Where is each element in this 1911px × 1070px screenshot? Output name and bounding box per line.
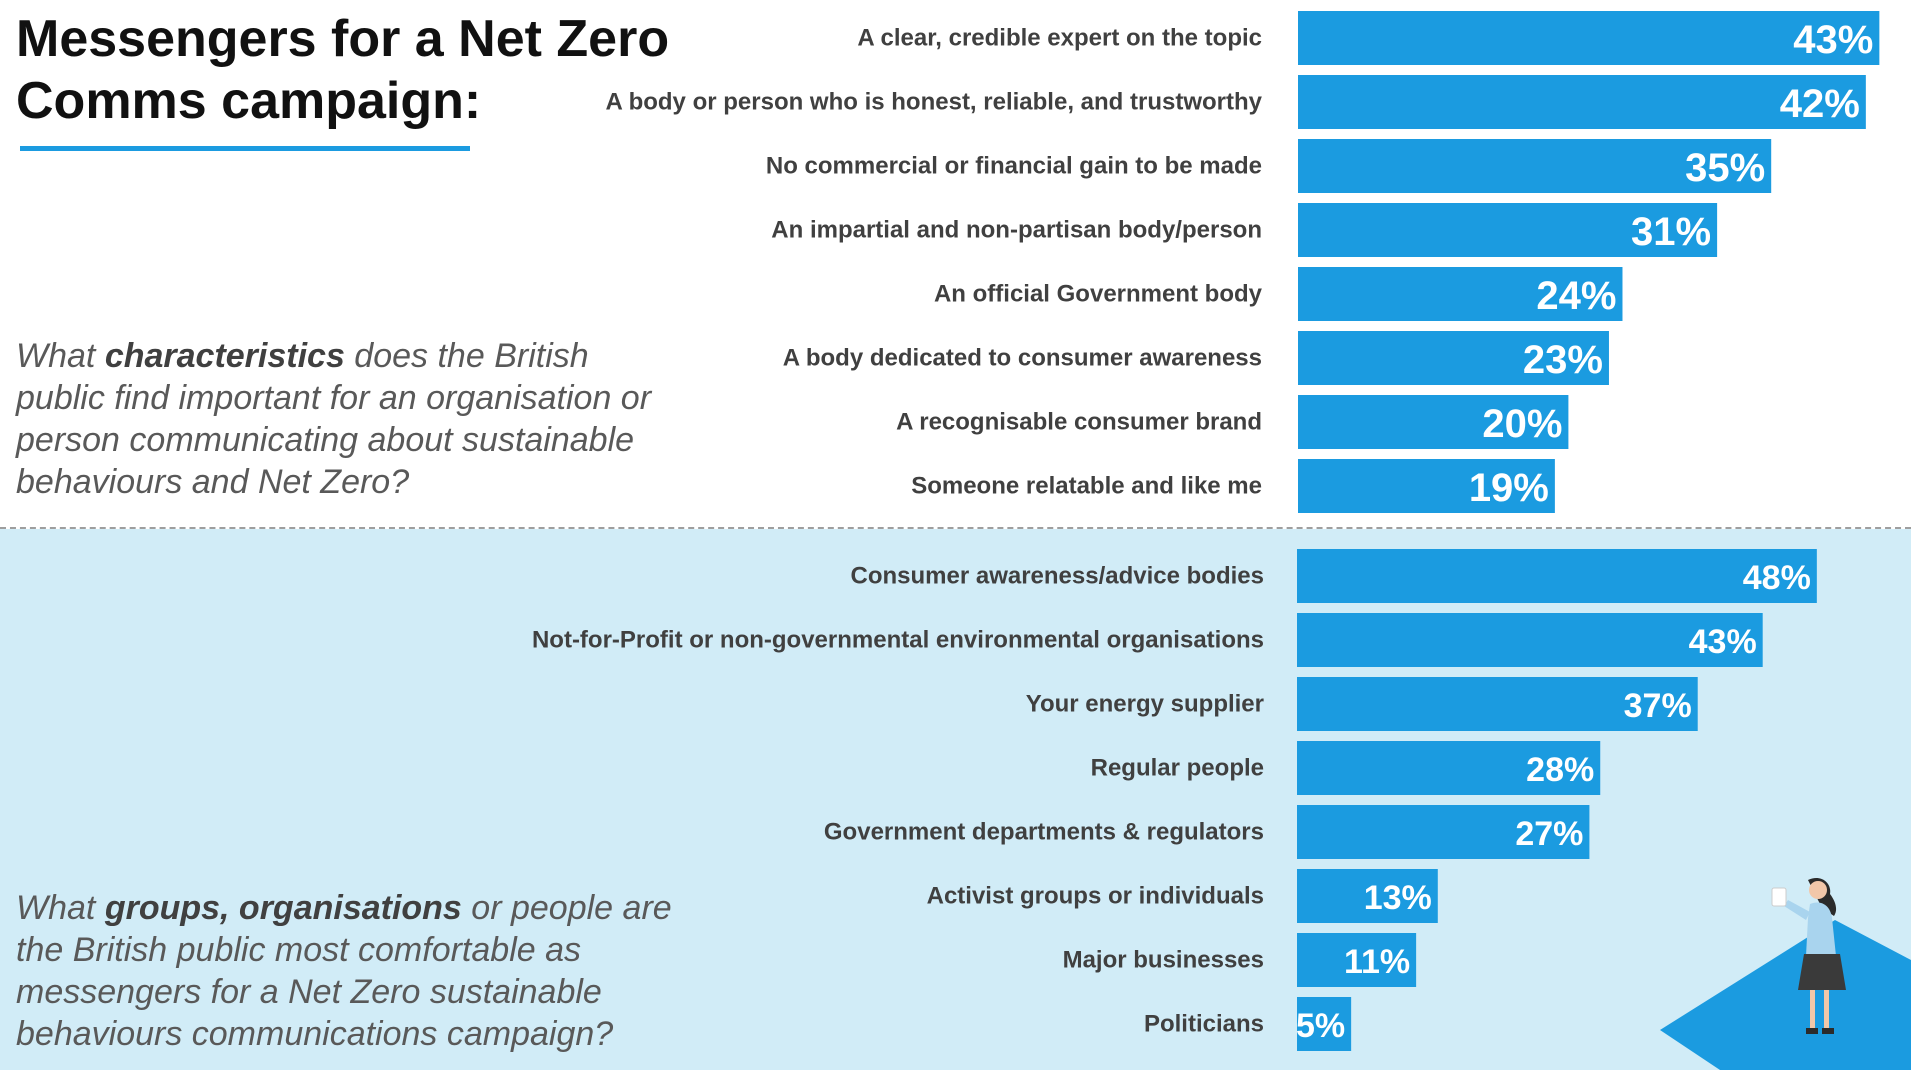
bar (1298, 11, 1880, 65)
value-label: 27% (1515, 815, 1583, 853)
question-groups-post: or people are the British public most co… (16, 889, 672, 1053)
value-label: 19% (1469, 466, 1549, 510)
question-characteristics: What characteristics does the British pu… (16, 335, 686, 503)
question-groups-emphasis: groups, organisations (104, 889, 462, 927)
question-characteristics-post: does the British public find important f… (16, 337, 652, 501)
category-label: A body or person who is honest, reliable… (605, 89, 1262, 116)
value-label: 43% (1689, 623, 1757, 661)
value-label: 48% (1743, 559, 1811, 597)
value-label: 11% (1344, 943, 1410, 981)
bar (1298, 203, 1718, 257)
value-label: 31% (1631, 210, 1711, 254)
value-label: 43% (1793, 18, 1873, 62)
bar (1298, 459, 1555, 513)
woman-figure (1771, 877, 1846, 1034)
category-label: A recognisable consumer brand (896, 409, 1262, 436)
category-label: A body dedicated to consumer awareness (783, 345, 1262, 372)
bar (1298, 395, 1569, 449)
bar (1297, 869, 1438, 923)
category-label: Activist groups or individuals (927, 883, 1264, 910)
category-label: Government departments & regulators (824, 819, 1264, 846)
category-label: Someone relatable and like me (911, 473, 1262, 500)
bar (1297, 613, 1763, 667)
bar (1298, 139, 1772, 193)
bar (1297, 741, 1601, 795)
bar (1297, 997, 1352, 1051)
bar (1297, 933, 1417, 987)
illustration-platform (1660, 920, 1911, 1070)
presenter-illustration (1660, 877, 1911, 1070)
page-title: Messengers for a Net Zero Comms campaign… (16, 10, 670, 130)
bar (1297, 805, 1590, 859)
value-label: 13% (1364, 879, 1432, 917)
question-groups-pre: What (16, 889, 105, 927)
value-label: 5% (1296, 1007, 1345, 1045)
category-label: Your energy supplier (1026, 691, 1264, 718)
category-label: No commercial or financial gain to be ma… (766, 153, 1262, 180)
value-label: 23% (1523, 338, 1603, 382)
value-label: 20% (1482, 402, 1562, 446)
category-label: A clear, credible expert on the topic (857, 25, 1262, 52)
question-characteristics-emphasis: characteristics (104, 337, 345, 375)
bar (1298, 75, 1866, 129)
bar (1298, 267, 1623, 321)
category-label: Major businesses (1063, 947, 1264, 974)
bar (1297, 677, 1698, 731)
value-label: 24% (1536, 274, 1616, 318)
characteristics-chart: A clear, credible expert on the topic 43%… (605, 11, 1880, 513)
category-label: Not-for-Profit or non-governmental envir… (532, 627, 1264, 654)
value-label: 42% (1780, 82, 1860, 126)
category-label: Consumer awareness/advice bodies (850, 563, 1264, 590)
category-label: Politicians (1144, 1011, 1264, 1038)
category-label: An impartial and non-partisan body/perso… (771, 217, 1262, 244)
value-label: 37% (1624, 687, 1692, 725)
bar (1298, 331, 1609, 385)
question-characteristics-pre: What (16, 337, 105, 375)
category-label: An official Government body (934, 281, 1263, 308)
category-label: Regular people (1091, 755, 1264, 782)
title-underline (20, 146, 470, 151)
question-groups: What groups, organisations or people are… (16, 887, 686, 1055)
section-divider (0, 527, 1911, 529)
bar (1297, 549, 1817, 603)
value-label: 28% (1526, 751, 1594, 789)
groups-chart: Consumer awareness/advice bodies 48% Not-f… (532, 549, 1817, 1051)
value-label: 35% (1685, 146, 1765, 190)
